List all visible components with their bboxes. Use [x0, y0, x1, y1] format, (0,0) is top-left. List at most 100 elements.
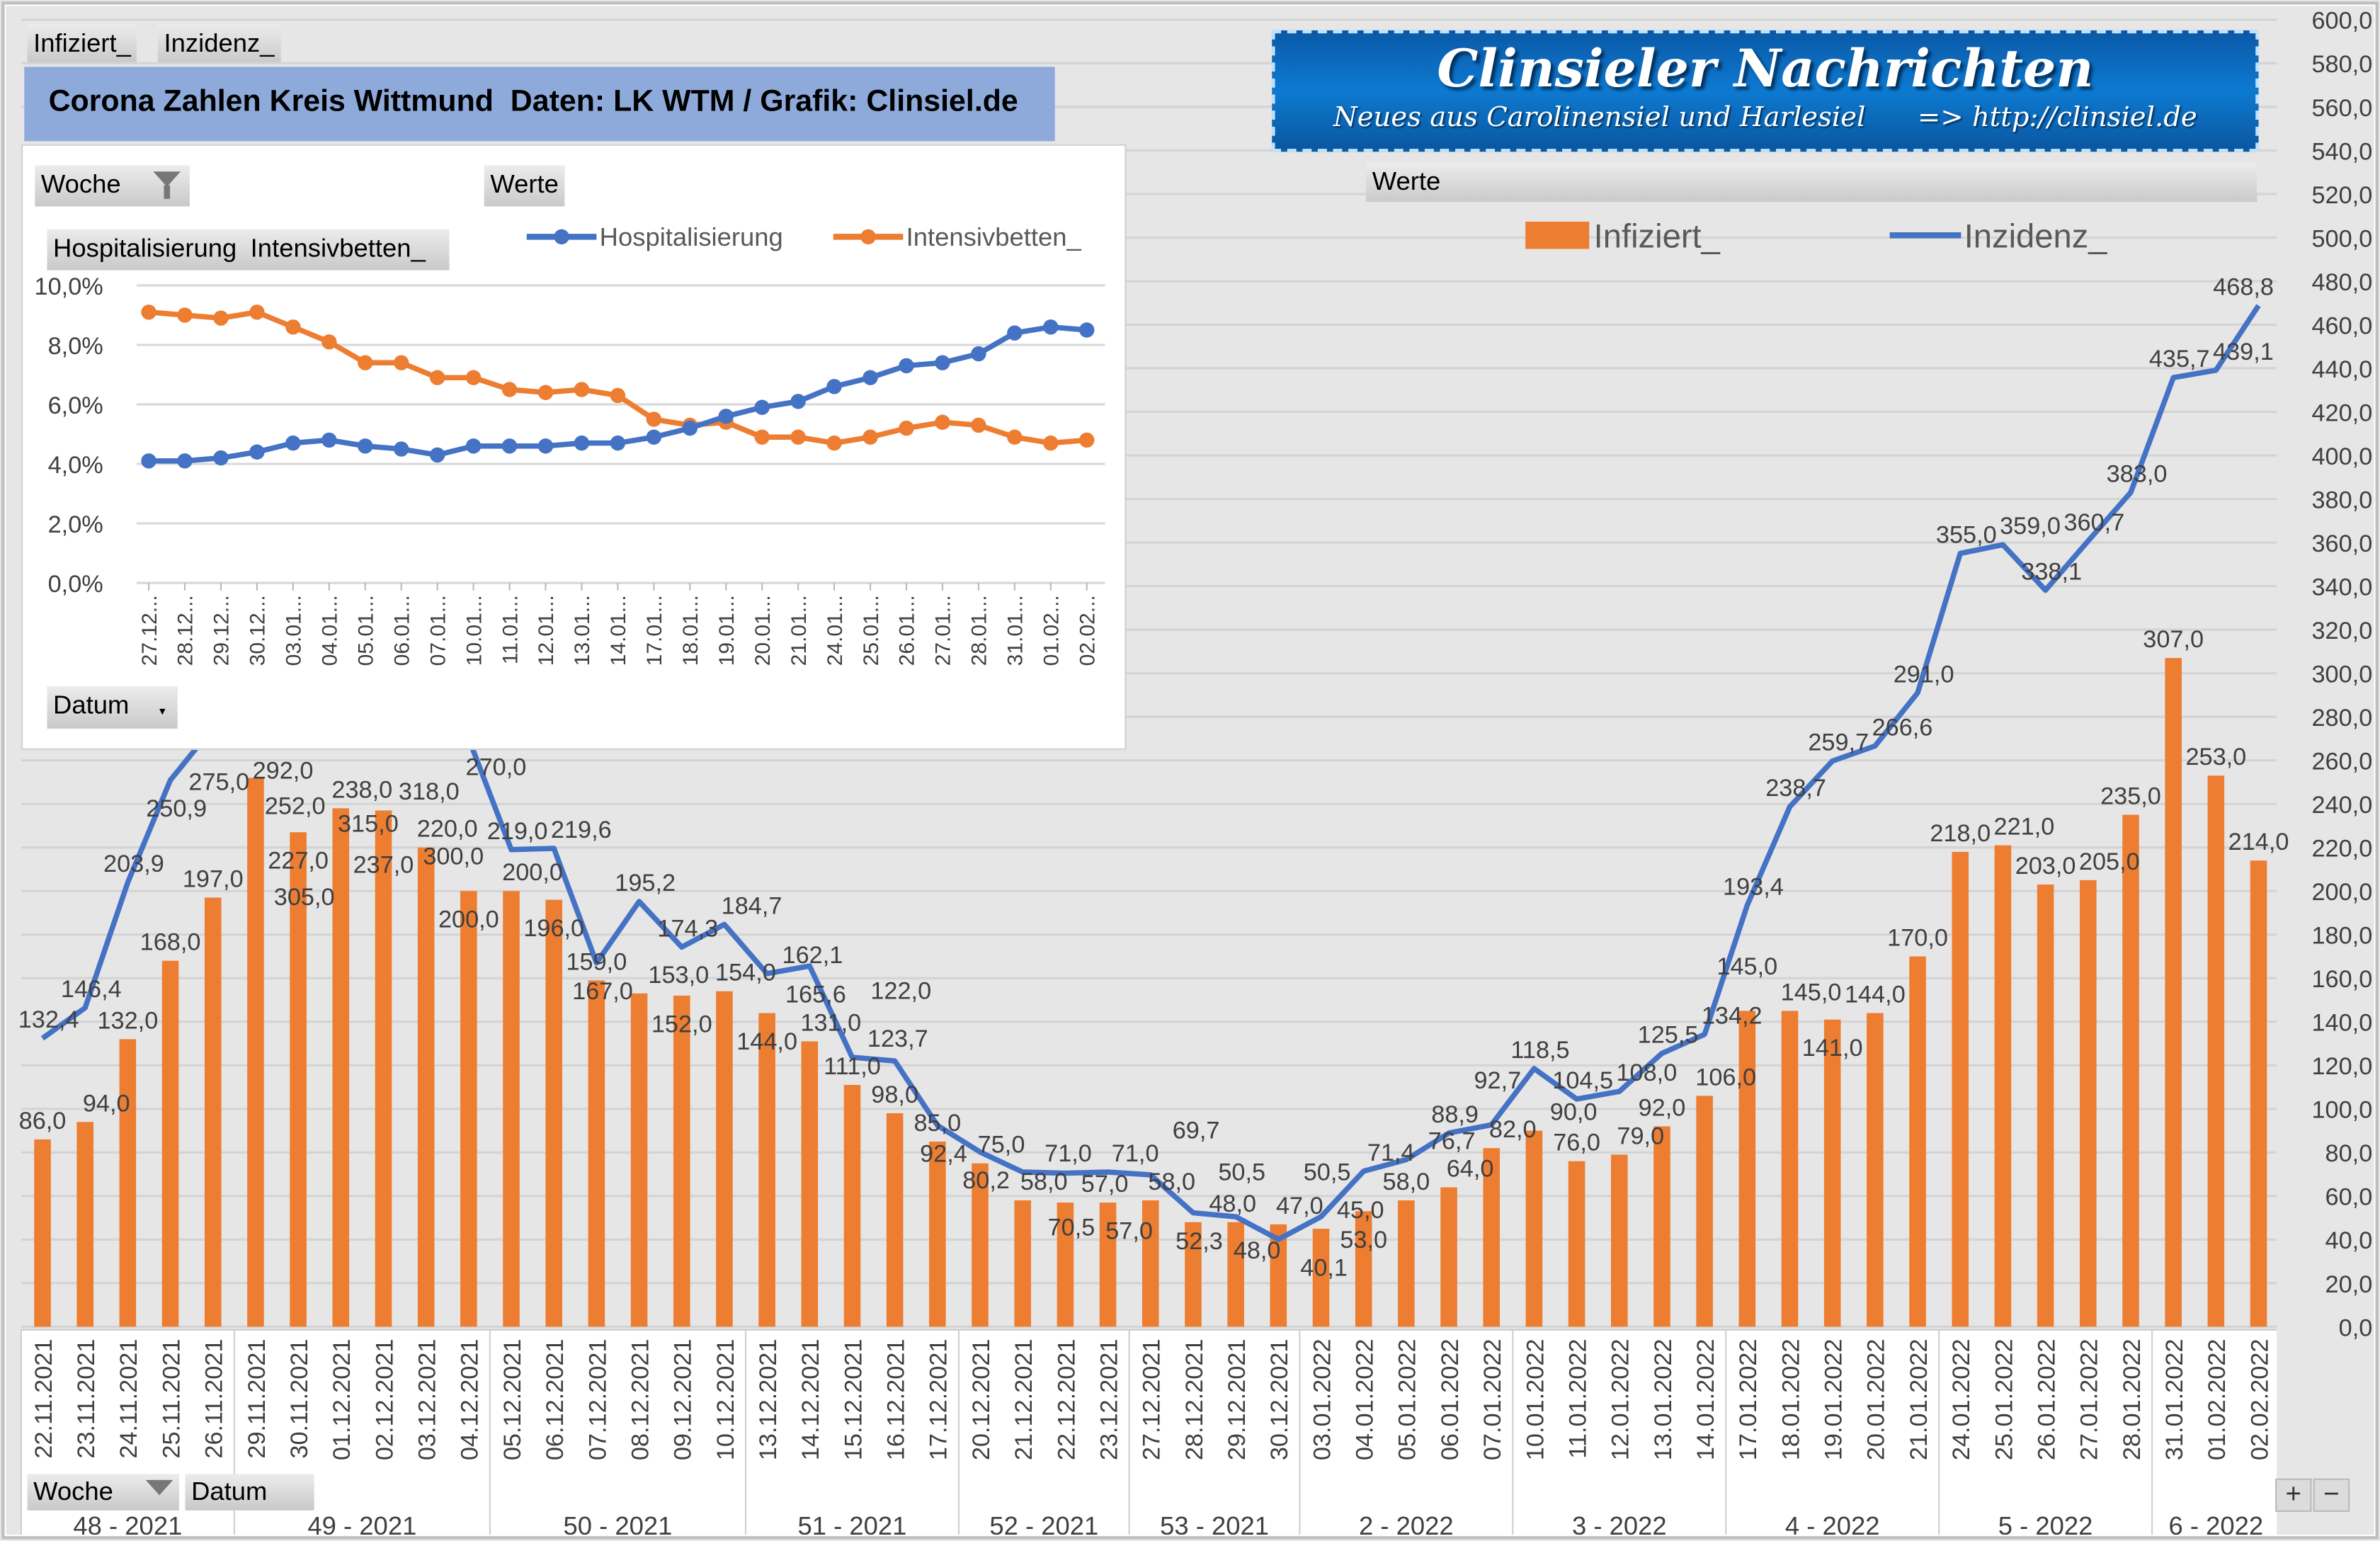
- filter-datum-label: Datum: [53, 690, 130, 720]
- bar-data-label: 111,0: [824, 1053, 881, 1080]
- inset-marker-hospitalisierung: [1079, 322, 1095, 338]
- x-tick-label: 18.01.2022: [1777, 1339, 1804, 1461]
- y-tick-label: 260,0: [2311, 749, 2372, 775]
- inset-legend-label-intensivbetten: Intensivbetten_: [906, 222, 1082, 251]
- bar-infiziert: [332, 808, 350, 1327]
- line-data-label: 219,6: [551, 817, 612, 843]
- bar-infiziert: [1994, 845, 2012, 1327]
- bar-data-label: 58,0: [1020, 1168, 1068, 1195]
- bar-data-label: 144,0: [1845, 981, 1906, 1008]
- bar-infiziert: [161, 960, 179, 1327]
- inset-marker-intensivbetten: [249, 305, 265, 320]
- y-tick-label: 600,0: [2311, 8, 2372, 35]
- bar-infiziert: [1525, 1130, 1543, 1327]
- inset-marker-hospitalisierung: [718, 409, 734, 424]
- bar-infiziert: [503, 891, 520, 1327]
- line-data-label: 118,5: [1510, 1037, 1569, 1064]
- x-tick-label: 20.12.2021: [968, 1339, 995, 1461]
- zoom-out-button[interactable]: −: [2313, 1478, 2350, 1512]
- x-tick-label: 29.11.2021: [244, 1339, 271, 1459]
- inset-x-tick-label: 03.01...: [283, 595, 306, 666]
- line-data-label: 146,4: [61, 976, 122, 1003]
- inset-y-tick-label: 6,0%: [48, 392, 103, 419]
- y-tick-label: 0,0: [2339, 1314, 2373, 1341]
- inset-x-tick-label: 02.02...: [1076, 595, 1099, 666]
- x-tick-label: 23.12.2021: [1095, 1339, 1122, 1461]
- y-tick-label: 60,0: [2325, 1184, 2373, 1211]
- bar-infiziert: [290, 832, 307, 1327]
- bar-infiziert: [1398, 1200, 1415, 1327]
- bar-infiziert: [801, 1041, 819, 1327]
- field-button-hospitalisierung[interactable]: Hospitalisierung: [47, 229, 245, 271]
- line-data-label: 123,7: [867, 1025, 928, 1052]
- bar-data-label: 131,0: [800, 1009, 861, 1036]
- logo-title: Clinsieler Nachrichten: [1437, 39, 2094, 101]
- field-button-intensivbetten[interactable]: Intensivbetten_: [244, 229, 450, 271]
- inset-marker-hospitalisierung: [862, 370, 878, 385]
- inset-marker-intensivbetten: [321, 334, 337, 350]
- filter-woche-label: Woche: [40, 170, 121, 199]
- zoom-in-button[interactable]: +: [2275, 1478, 2312, 1512]
- bar-infiziert: [1270, 1224, 1287, 1327]
- clinsiel-logo: Clinsieler Nachrichten Neues aus Carolin…: [1272, 30, 2259, 152]
- inset-x-tick-label: 27.01...: [932, 595, 955, 666]
- bar-infiziert: [1483, 1148, 1501, 1327]
- x-tick-label: 03.12.2021: [414, 1339, 441, 1461]
- bar-data-label: 48,0: [1209, 1190, 1256, 1217]
- bar-infiziert: [34, 1139, 51, 1327]
- x-tick-label: 26.01.2022: [2033, 1339, 2060, 1461]
- inset-x-tick-label: 17.01...: [643, 595, 666, 666]
- bar-infiziert: [1099, 1202, 1117, 1327]
- y-tick-label: 400,0: [2311, 443, 2372, 470]
- bar-data-label: 196,0: [523, 915, 584, 942]
- week-group-label: 52 - 2021: [989, 1511, 1098, 1540]
- week-group-label: 2 - 2022: [1359, 1511, 1454, 1540]
- bar-data-label: 152,0: [651, 1011, 712, 1037]
- filter-button-datum-main[interactable]: Datum: [185, 1474, 314, 1511]
- filter-button-datum-inset[interactable]: Datum ▾: [47, 686, 178, 729]
- bar-data-label: 98,0: [871, 1081, 918, 1108]
- x-tick-label: 28.01.2022: [2119, 1339, 2146, 1461]
- line-data-label: 122,0: [870, 977, 931, 1004]
- werte-field-area[interactable]: Werte: [1366, 162, 2257, 203]
- line-data-label: 104,5: [1552, 1067, 1613, 1094]
- x-tick-label: 31.01.2022: [2161, 1339, 2188, 1461]
- bar-data-label: 307,0: [2143, 626, 2204, 653]
- y-tick-label: 460,0: [2311, 312, 2372, 339]
- bar-infiziert: [1738, 1011, 1756, 1327]
- inset-marker-hospitalisierung: [899, 358, 914, 374]
- bar-infiziert: [2122, 814, 2139, 1327]
- y-tick-label: 120,0: [2311, 1053, 2372, 1080]
- inset-x-tick-label: 18.01...: [679, 595, 702, 666]
- bar-infiziert: [417, 847, 435, 1327]
- filter-woche-main-label: Woche: [33, 1477, 113, 1506]
- inset-chart: 0,0% 2,0% 4,0% 6,0% 8,0% 10,0% 27.12... 28.12..…: [35, 222, 1105, 666]
- inset-x-tick-label: 24.01...: [824, 595, 847, 666]
- y-tick-label: 520,0: [2311, 182, 2372, 209]
- bar-data-label: 145,0: [1781, 979, 1842, 1006]
- x-tick-label: 08.12.2021: [627, 1339, 654, 1461]
- field-button-inzidenz[interactable]: Inzidenz_: [157, 24, 281, 62]
- x-tick-label: 07.12.2021: [584, 1339, 611, 1461]
- filter-button-woche[interactable]: Woche: [35, 165, 190, 207]
- inset-x-tick-label: 11.01...: [499, 595, 522, 664]
- line-data-label: 193,4: [1723, 874, 1784, 901]
- inset-marker-intensivbetten: [213, 310, 229, 326]
- line-data-label: 80,2: [962, 1167, 1010, 1194]
- inset-x-tick-label: 05.01...: [354, 595, 377, 666]
- werte-button[interactable]: Werte: [484, 165, 565, 207]
- inset-x-tick-label: 27.12...: [138, 595, 161, 666]
- line-data-label: 70,5: [1048, 1214, 1095, 1241]
- inset-marker-intensivbetten: [971, 417, 986, 433]
- inset-legend-marker-intensivbetten: [860, 229, 876, 245]
- y-tick-label: 540,0: [2311, 138, 2372, 165]
- bar-data-label: 82,0: [1489, 1116, 1537, 1143]
- line-data-label: 259,7: [1808, 729, 1869, 756]
- field-button-infiziert[interactable]: Infiziert_: [27, 24, 137, 62]
- week-group-label: 53 - 2021: [1160, 1511, 1269, 1540]
- filter-button-woche-main[interactable]: Woche: [27, 1474, 179, 1511]
- inset-marker-intensivbetten: [501, 382, 518, 397]
- bar-data-label: 218,0: [1930, 820, 1991, 847]
